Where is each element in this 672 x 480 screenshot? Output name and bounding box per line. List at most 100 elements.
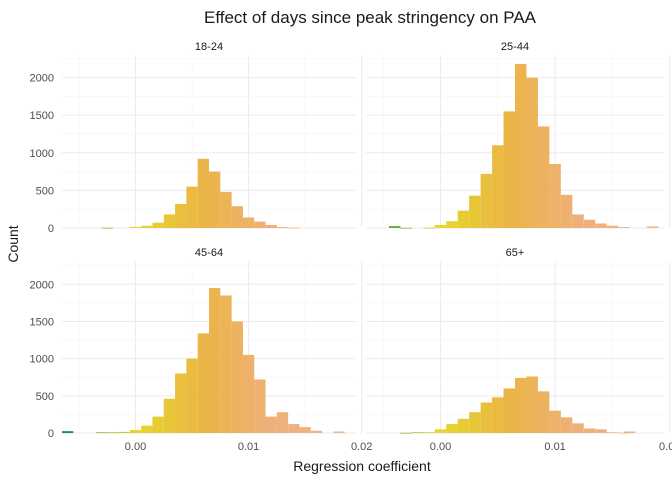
histogram-bar	[549, 164, 561, 228]
histogram-bar	[618, 432, 630, 434]
y-tick-label: 2000	[30, 279, 54, 291]
y-tick-label: 1000	[30, 148, 54, 160]
y-tick-label: 1000	[30, 354, 54, 366]
x-tick-label: 0.00	[125, 441, 146, 453]
y-tick-label: 0	[48, 223, 54, 235]
histogram-bar	[480, 402, 493, 433]
y-tick-label: 500	[36, 185, 54, 197]
histogram-bar	[209, 171, 221, 228]
histogram-bar	[503, 111, 515, 228]
histogram-bar	[583, 219, 596, 228]
histogram-bar	[276, 412, 289, 433]
histogram-bar	[163, 398, 176, 433]
histogram-bar	[434, 429, 447, 433]
histogram-bar	[175, 203, 187, 228]
histogram-bar	[220, 295, 232, 433]
histogram-bar	[515, 377, 527, 433]
histogram-bar	[95, 432, 108, 434]
histogram-bar	[572, 423, 584, 433]
y-tick-label: 500	[36, 391, 54, 403]
histogram-bar	[276, 227, 289, 228]
histogram-bar	[537, 126, 550, 228]
histogram-bar	[388, 226, 401, 228]
histogram-bar	[411, 432, 424, 434]
histogram-bar	[101, 227, 113, 229]
histogram-bar	[469, 195, 481, 228]
histogram-bar	[560, 417, 573, 433]
x-tick-label: 0.01	[238, 441, 259, 453]
histogram-bar	[623, 431, 636, 433]
panel-45-64: 45-64 0 500 1000 1500 2000 0.00 0.01 0.02	[30, 247, 373, 453]
histogram-bar	[423, 432, 435, 434]
panel-strip-label: 45-64	[195, 247, 223, 259]
panel-65+: 65+ 0.00 0.01 0.02	[366, 247, 672, 453]
histogram-bar	[515, 64, 527, 228]
histogram-bar	[197, 333, 209, 433]
histogram-bar	[288, 424, 300, 433]
y-tick-label: 2000	[30, 73, 54, 85]
y-tick-label: 1500	[30, 110, 54, 122]
histogram-bar	[152, 222, 164, 228]
histogram-bar	[107, 432, 119, 434]
histogram-bar	[469, 412, 481, 433]
histogram-bar	[400, 227, 412, 229]
y-tick-label: 0	[48, 428, 54, 440]
x-tick-label: 0.02	[659, 441, 672, 453]
histogram-bar	[572, 214, 584, 228]
x-axis-label: Regression coefficient	[293, 458, 431, 474]
histogram-bar	[197, 158, 209, 228]
histogram-bar	[526, 77, 538, 228]
histogram-bar	[129, 226, 142, 228]
histogram-bar	[492, 397, 504, 433]
histogram-bar	[209, 288, 221, 433]
histogram-bar	[254, 221, 266, 228]
histogram-bar	[646, 226, 659, 228]
histogram-bar	[503, 388, 515, 433]
histogram-bar	[595, 223, 607, 228]
y-axis-label: Count	[5, 225, 21, 262]
x-tick-label: 0.00	[430, 441, 451, 453]
histogram-bar	[434, 224, 447, 228]
histogram-bar	[242, 217, 255, 228]
panel-strip-label: 25-44	[501, 41, 529, 53]
x-tick-label: 0.01	[544, 441, 565, 453]
y-tick-label: 1500	[30, 316, 54, 328]
histogram-bar	[457, 210, 470, 228]
histogram-bar	[583, 428, 596, 433]
panel-18-24: 18-24 0 500 1000 1500 2000	[30, 41, 363, 235]
histogram-bar	[186, 358, 198, 433]
panel-25-44: 25-44	[366, 41, 671, 229]
facet-panels: 18-24050010001500200025-4445-64050010001…	[30, 41, 672, 453]
histogram-bar	[118, 431, 130, 433]
x-tick-label: 0.02	[351, 441, 372, 453]
histogram-bar	[242, 354, 255, 433]
chart-title: Effect of days since peak stringency on …	[204, 8, 537, 27]
histogram-bar	[560, 194, 573, 228]
histogram-bar	[62, 431, 74, 433]
histogram-bar	[595, 429, 607, 433]
histogram-bar	[400, 432, 412, 434]
histogram-bar	[220, 191, 232, 228]
histogram-bar	[310, 430, 323, 433]
histogram-bar	[492, 145, 504, 228]
histogram-bar	[446, 424, 458, 433]
histogram-bar	[446, 221, 458, 228]
histogram-bar	[163, 214, 176, 228]
histogram-bar	[231, 321, 243, 433]
panel-strip-label: 18-24	[195, 41, 223, 53]
histogram-bar	[129, 430, 142, 433]
histogram-bar	[265, 224, 277, 228]
histogram-bar	[457, 418, 470, 433]
histogram-bar	[254, 379, 266, 433]
histogram-bar	[231, 206, 243, 228]
histogram-bar	[186, 186, 198, 228]
panel-strip-label: 65+	[506, 247, 525, 259]
histogram-bar	[606, 432, 619, 434]
histogram-bar	[480, 173, 493, 228]
histogram-bar	[175, 373, 187, 433]
histogram-bar	[141, 425, 153, 433]
histogram-bar	[618, 227, 630, 228]
histogram-bar	[141, 225, 153, 228]
